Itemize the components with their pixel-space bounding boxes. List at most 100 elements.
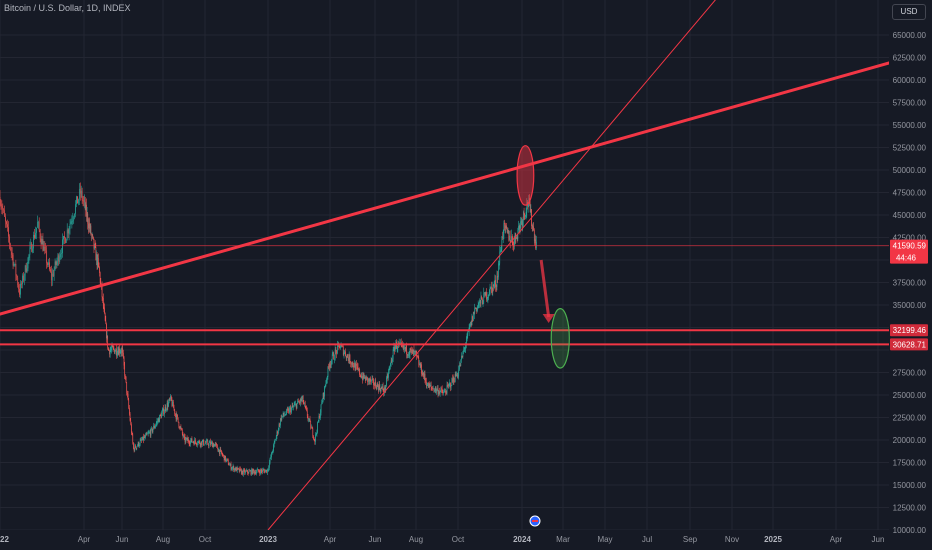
candle-body <box>284 414 286 416</box>
x-tick-label: Jun <box>369 535 382 544</box>
candle-body <box>204 443 206 445</box>
candle-body <box>251 469 252 475</box>
arrow-shaft[interactable] <box>539 259 551 318</box>
candle-body <box>530 209 532 213</box>
candle-body <box>89 225 91 229</box>
candle-body <box>44 246 46 248</box>
candle-body <box>536 241 537 249</box>
candle-body <box>233 466 235 471</box>
candle-body <box>474 308 476 314</box>
candle-body <box>189 443 191 445</box>
candle-body <box>479 300 481 304</box>
candle-body <box>232 467 233 469</box>
candle-body <box>124 365 126 377</box>
candle-body <box>132 434 134 443</box>
candle-body <box>320 412 321 418</box>
candle-body <box>264 470 265 473</box>
candle-body <box>60 253 62 258</box>
candle-body <box>294 403 296 406</box>
candle-body <box>391 360 393 362</box>
candle-body <box>370 379 372 382</box>
candle-body <box>177 417 179 423</box>
candle-body <box>22 275 24 281</box>
candle-body <box>319 416 321 418</box>
candle-body <box>413 349 415 352</box>
trendline-support[interactable] <box>267 0 724 531</box>
candle-body <box>403 344 405 349</box>
candle-body <box>411 349 413 351</box>
candle-body <box>376 383 378 390</box>
candle-body <box>412 349 413 355</box>
candle-body <box>191 438 193 442</box>
candle-body <box>143 436 144 441</box>
candle-body <box>99 273 101 283</box>
symbol-title[interactable]: Bitcoin / U.S. Dollar, 1D, INDEX <box>4 3 131 13</box>
candle-body <box>250 470 252 475</box>
candle-body <box>234 468 235 471</box>
currency-button[interactable]: USD <box>892 4 926 20</box>
candle-body <box>297 400 299 403</box>
candle-body <box>490 286 492 288</box>
candle-body <box>1 205 3 209</box>
candle-body <box>336 350 337 354</box>
candle-body <box>110 349 112 351</box>
level-1-badge-label: 32199.46 <box>893 326 927 335</box>
candle-body <box>412 349 414 355</box>
candle-body <box>183 435 185 437</box>
candle-body <box>432 388 434 390</box>
candle-body <box>97 257 99 266</box>
candle-body <box>315 434 316 442</box>
candle-body <box>477 305 479 307</box>
candle-body <box>276 431 278 437</box>
candle-body <box>212 444 214 448</box>
candle-body <box>378 385 379 391</box>
candle-body <box>388 372 389 378</box>
candle-body <box>13 264 15 266</box>
candle-body <box>282 415 283 417</box>
candle-body <box>53 269 55 277</box>
candle-body <box>159 415 161 416</box>
candle-body <box>28 254 30 258</box>
trendline-resistance[interactable] <box>0 58 900 321</box>
target-ellipse-green[interactable] <box>550 307 570 369</box>
candle-body <box>62 239 63 254</box>
candle-body <box>58 255 60 263</box>
candle-body <box>371 378 373 380</box>
x-tick-label: 2022 <box>0 535 9 544</box>
candle-body <box>210 441 211 445</box>
candle-body <box>82 200 84 201</box>
candle-body <box>421 373 423 376</box>
candle-body <box>277 431 278 434</box>
candle-body <box>456 374 458 377</box>
y-tick-label: 17500.00 <box>893 459 927 468</box>
arrow-head[interactable] <box>542 314 555 323</box>
candle-body <box>49 262 50 270</box>
y-tick-label: 47500.00 <box>893 189 927 198</box>
candle-body <box>471 316 473 326</box>
countdown-label: 44:46 <box>896 254 917 263</box>
time-scale[interactable] <box>0 530 932 550</box>
candle-body <box>450 385 452 388</box>
candle-body <box>521 220 523 226</box>
candle-body <box>134 445 136 451</box>
candle-body <box>386 377 387 386</box>
candle-body <box>504 223 505 224</box>
y-tick-label: 25000.00 <box>893 391 927 400</box>
candle-body <box>50 269 51 272</box>
candle-body <box>252 469 254 475</box>
candle-body <box>118 348 120 355</box>
candle-body <box>127 394 129 400</box>
price-scale[interactable] <box>889 0 932 550</box>
candle-body <box>8 236 10 244</box>
y-tick-label: 35000.00 <box>893 301 927 310</box>
candle-body <box>525 211 527 216</box>
candle-body <box>357 366 359 370</box>
candle-body <box>334 349 336 360</box>
candle-body <box>469 326 471 328</box>
candle-body <box>280 418 281 426</box>
highlight-ellipse-red[interactable] <box>516 145 535 206</box>
candle-body <box>29 247 31 255</box>
candle-body <box>478 302 480 306</box>
